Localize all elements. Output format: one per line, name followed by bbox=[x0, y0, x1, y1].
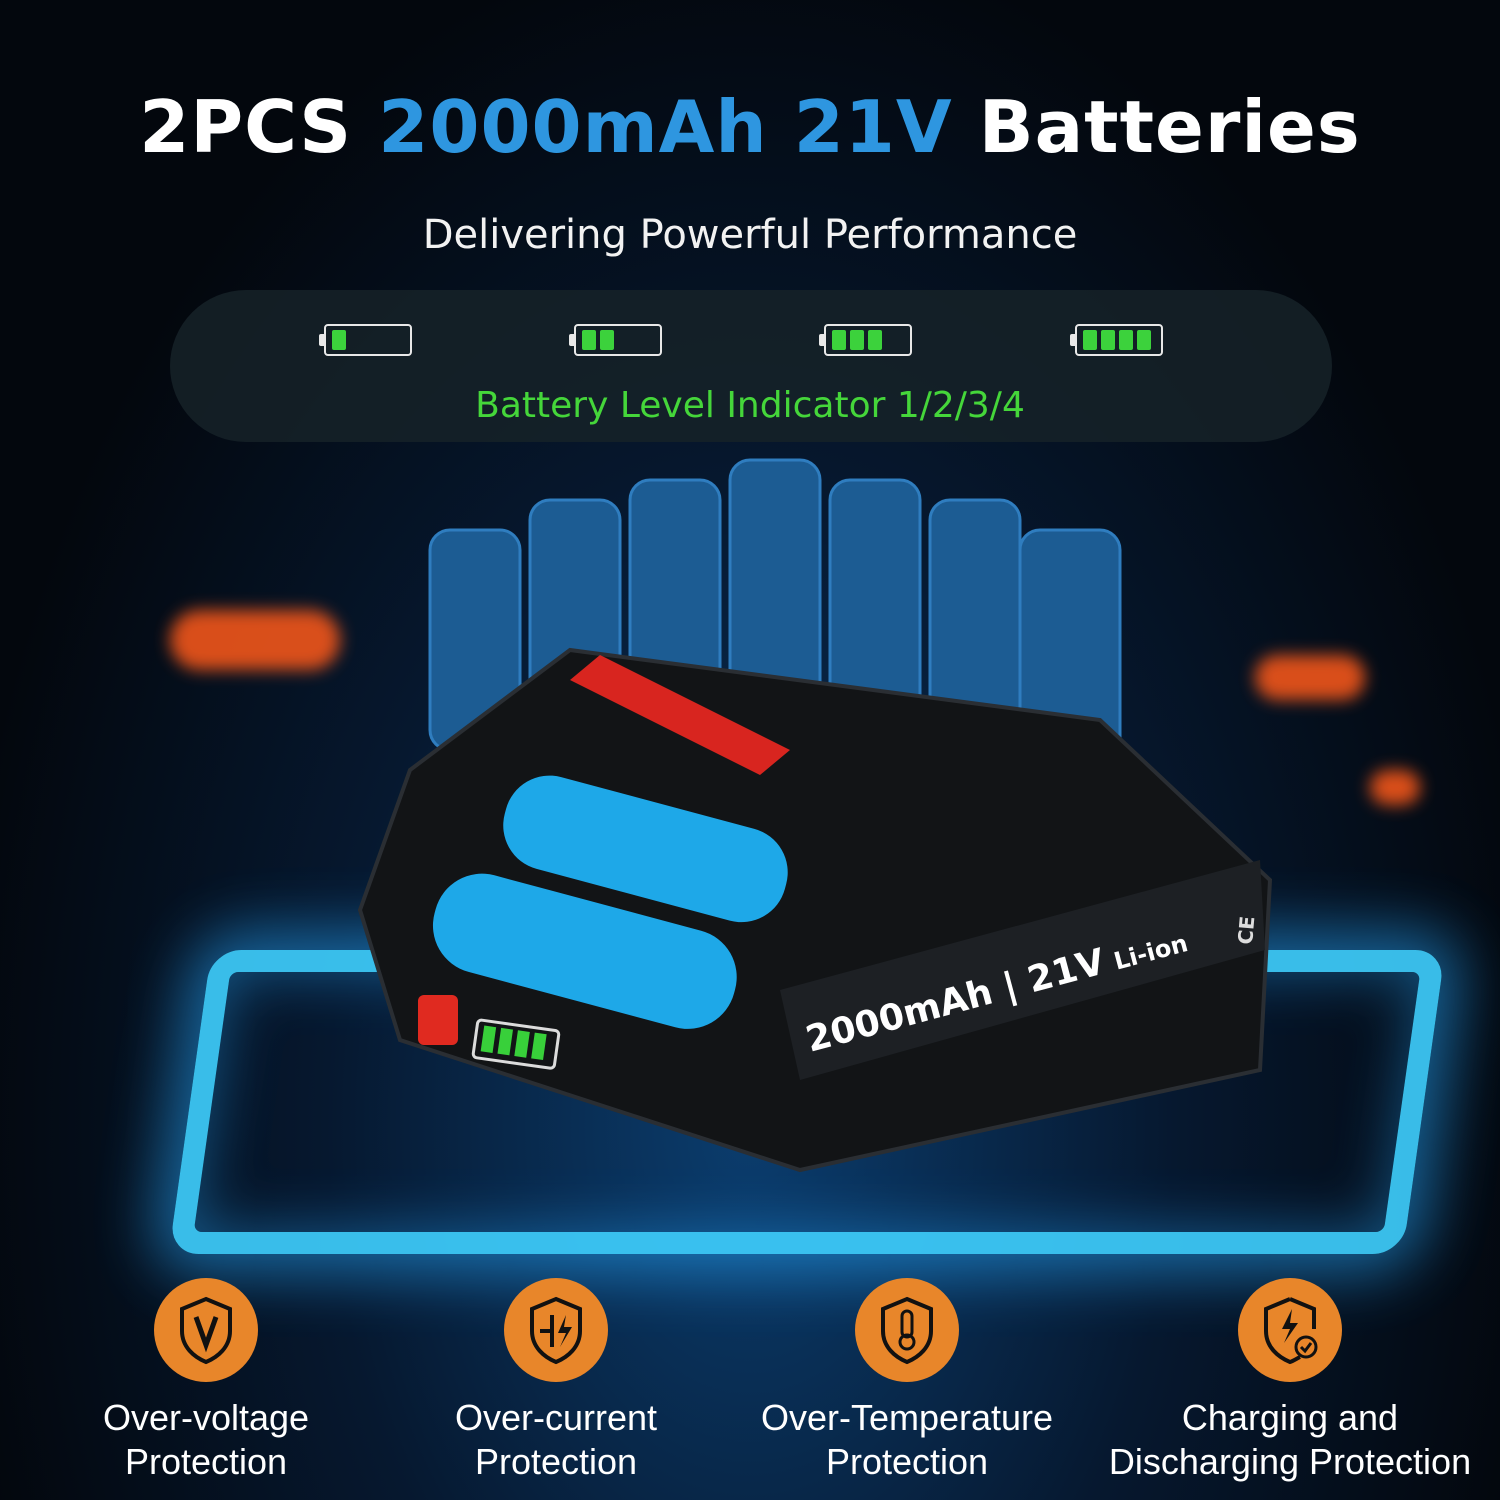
feature-label: Protection bbox=[124, 1441, 288, 1482]
feature-over-temperature: Over-Temperature Protection bbox=[742, 1278, 1072, 1484]
feature-label: Over-voltage bbox=[102, 1397, 310, 1438]
shield-thermometer-icon bbox=[855, 1278, 959, 1382]
indicator-label: Battery Level Indicator 1/2/3/4 bbox=[475, 385, 1025, 426]
shield-charge-check-icon bbox=[1238, 1278, 1342, 1382]
subtitle: Delivering Powerful Performance bbox=[422, 212, 1078, 258]
indicator-panel bbox=[170, 290, 1332, 442]
feature-label: Discharging Protection bbox=[1108, 1441, 1472, 1482]
page-title: 2PCS 2000mAh 21V Batteries bbox=[0, 85, 1500, 169]
feature-label: Charging and bbox=[1181, 1397, 1399, 1438]
battery-level-4-icon bbox=[1070, 324, 1163, 356]
shield-voltage-icon bbox=[154, 1278, 258, 1382]
feature-label: Protection bbox=[474, 1441, 638, 1482]
background-light bbox=[170, 610, 340, 670]
cells-visible bbox=[432, 775, 788, 1029]
battery-level-2-icon bbox=[569, 324, 662, 356]
battery-level-1-icon bbox=[319, 324, 412, 356]
title-highlight: 2000mAh 21V bbox=[378, 85, 953, 169]
battery-pack-illustration: 2000mAh | 21VLi-ion CE bbox=[357, 458, 1273, 1173]
battery-body bbox=[357, 647, 1273, 1173]
battery-gauge-icon bbox=[471, 1018, 561, 1070]
feature-over-voltage: Over-voltage Protection bbox=[46, 1278, 366, 1484]
background-light bbox=[1255, 655, 1365, 700]
feature-charging-discharging: Charging and Discharging Protection bbox=[1088, 1278, 1492, 1484]
shield-current-icon bbox=[504, 1278, 608, 1382]
title-suffix: Batteries bbox=[978, 85, 1361, 169]
battery-level-3-icon bbox=[819, 324, 912, 356]
background-light bbox=[1370, 770, 1420, 805]
feature-label: Protection bbox=[825, 1441, 989, 1482]
feature-over-current: Over-current Protection bbox=[396, 1278, 716, 1484]
title-prefix: 2PCS bbox=[139, 85, 353, 169]
cert-mark: CE bbox=[1233, 915, 1259, 945]
release-latch bbox=[570, 655, 790, 775]
feature-label: Over-current bbox=[454, 1397, 658, 1438]
feature-label: Over-Temperature bbox=[760, 1397, 1054, 1438]
label-plate bbox=[780, 860, 1265, 1080]
power-button bbox=[418, 995, 458, 1045]
